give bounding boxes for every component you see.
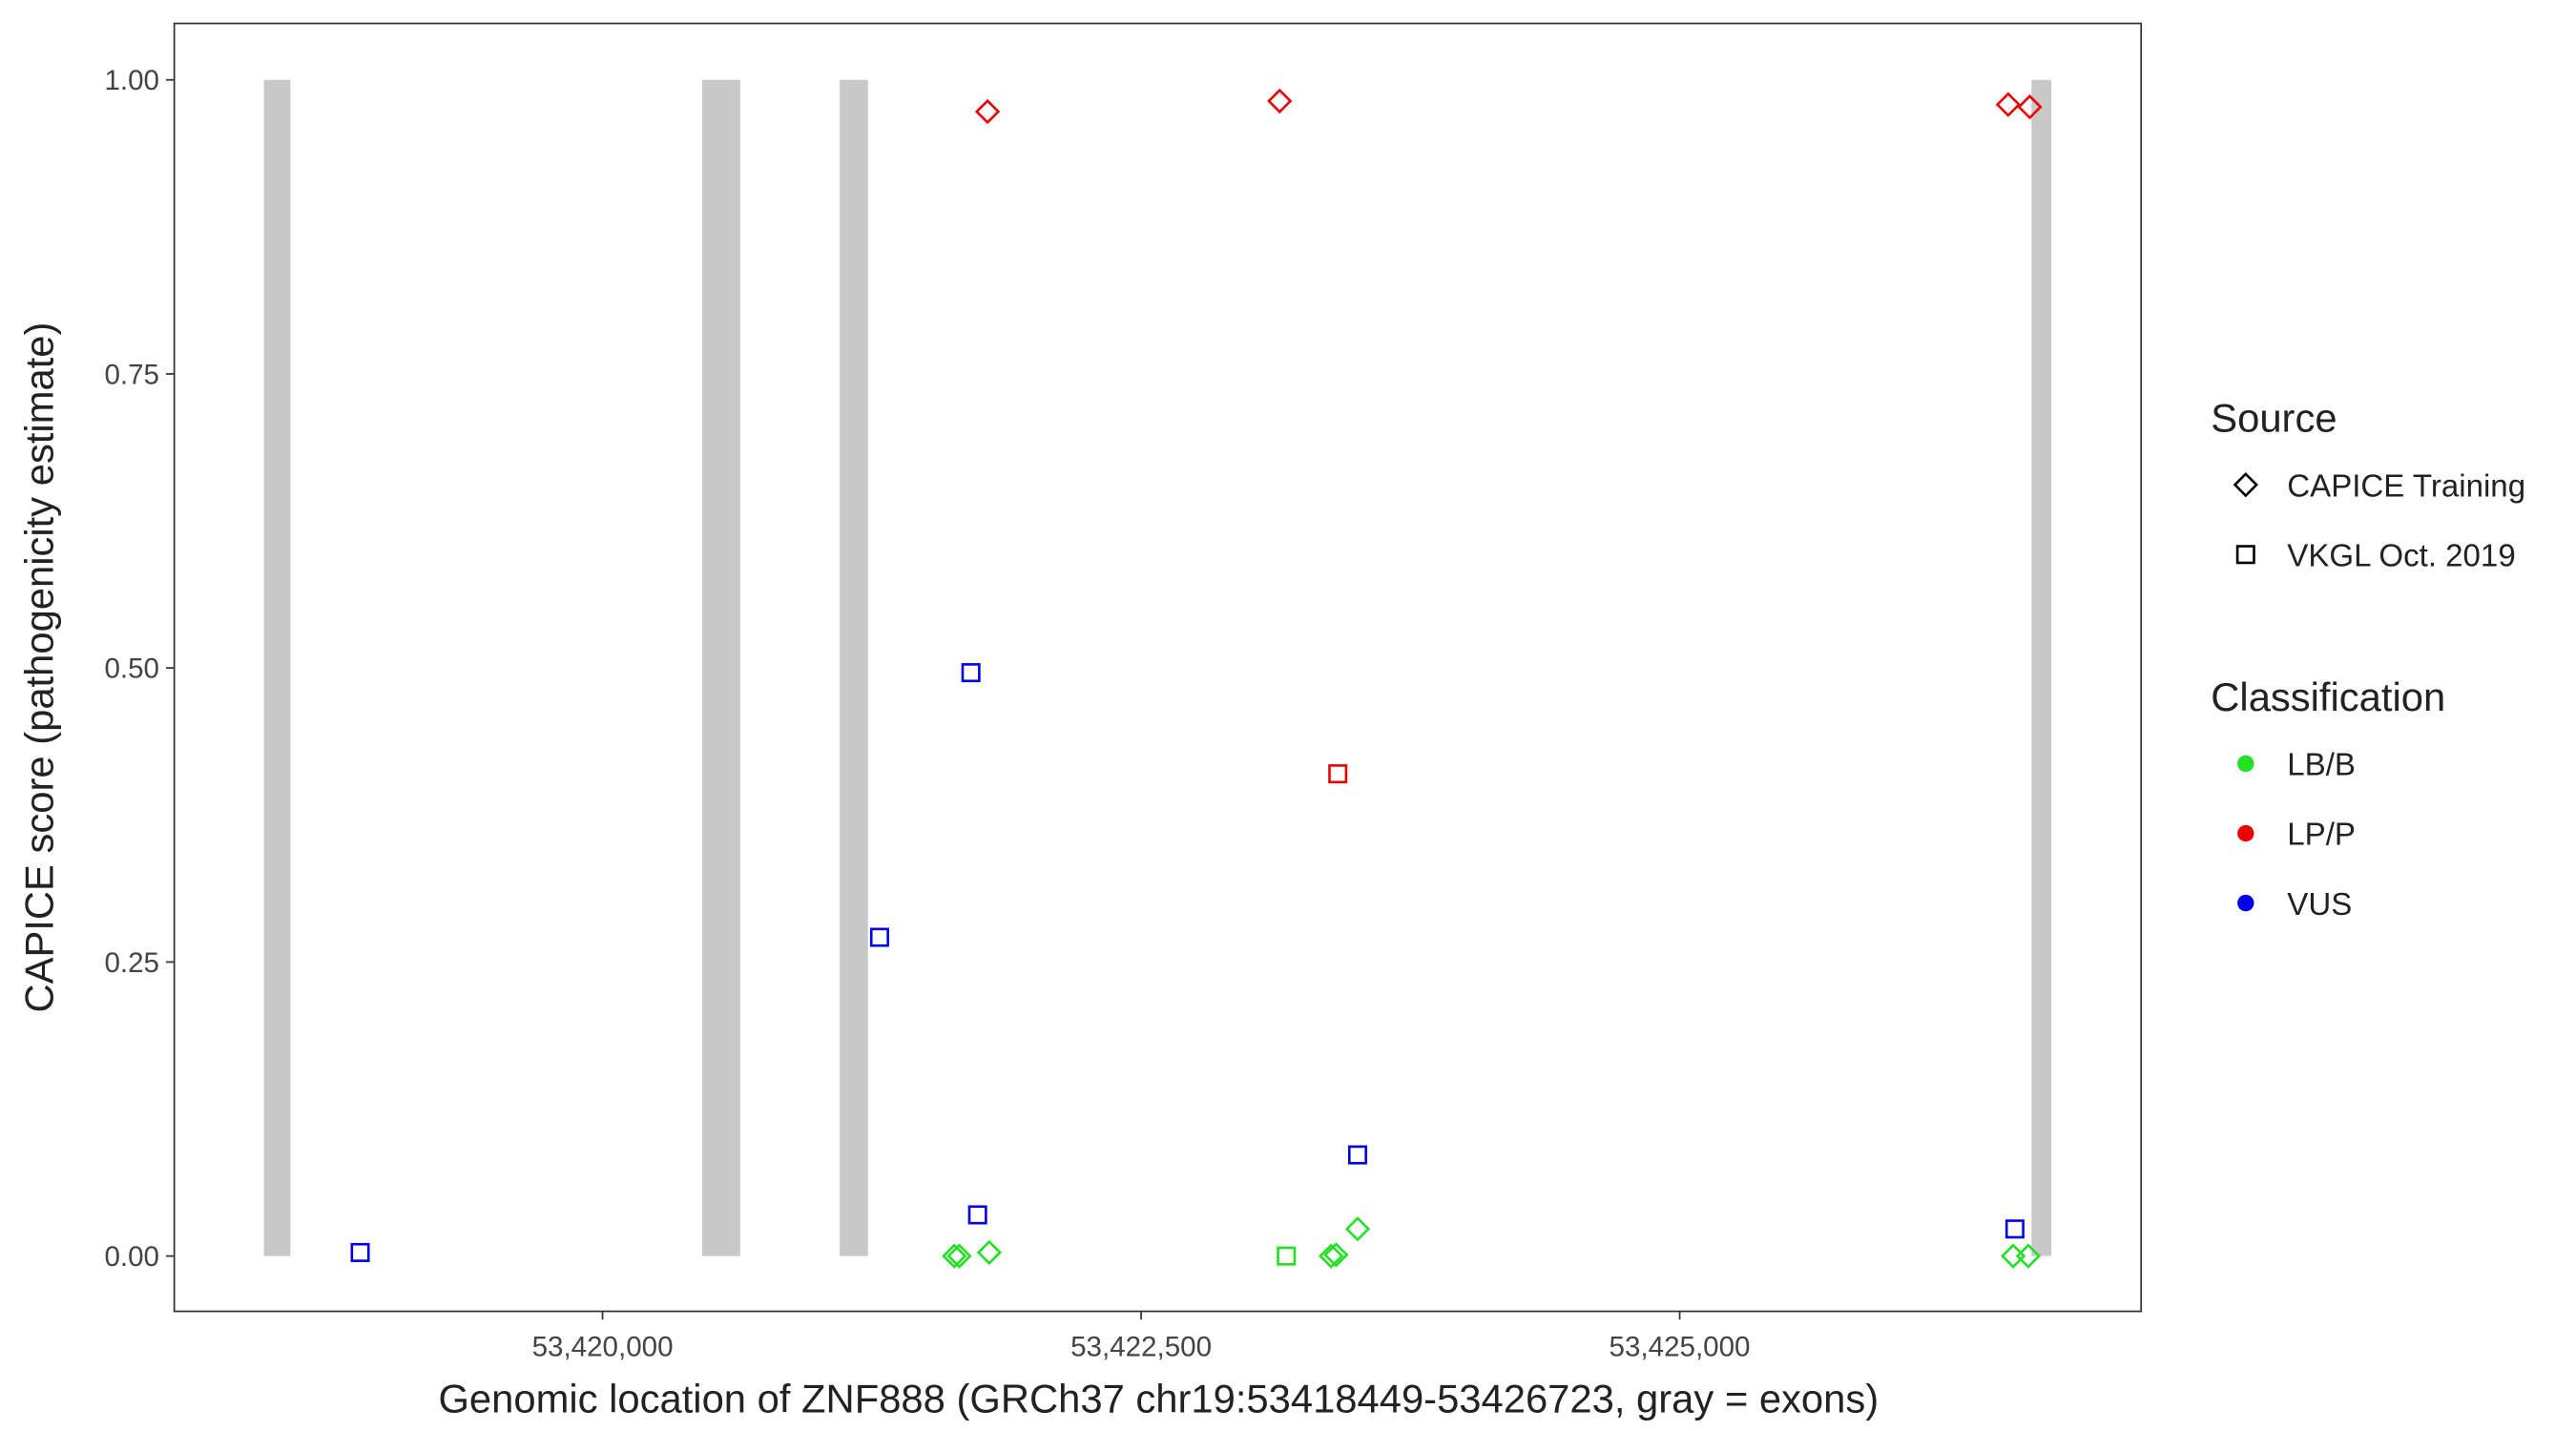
legend-label: VKGL Oct. 2019: [2287, 538, 2515, 573]
legend-key: [2237, 824, 2254, 842]
legend-label: CAPICE Training: [2287, 468, 2525, 504]
point: [2000, 1243, 2026, 1269]
x-tick-label: 53,422,500: [1070, 1332, 1212, 1363]
y-tick-label: 0.25: [104, 947, 159, 979]
point: [350, 1242, 370, 1262]
legend-title: Source: [2211, 396, 2337, 441]
point: [1277, 1246, 1297, 1266]
x-tick-label: 53,425,000: [1610, 1332, 1751, 1363]
point: [976, 1239, 1003, 1266]
point: [1267, 88, 1293, 114]
legend-key: [2235, 545, 2255, 565]
legend-label: LB/B: [2287, 748, 2356, 783]
y-tick-label: 0.75: [104, 359, 159, 390]
y-axis-title: CAPICE score (pathogenicity estimate): [17, 322, 62, 1013]
exon: [2031, 79, 2052, 1256]
point: [1995, 92, 2022, 117]
point: [961, 663, 981, 683]
point: [2017, 93, 2043, 120]
y-tick-label: 0.00: [104, 1241, 159, 1273]
point: [869, 927, 889, 947]
exon: [263, 79, 291, 1256]
plot-frame: [173, 22, 2143, 1313]
point: [942, 1243, 967, 1269]
x-axis-title: Genomic location of ZNF888 (GRCh37 chr19…: [438, 1377, 1879, 1421]
y-tick-label: 1.00: [104, 65, 159, 96]
x-tick-label: 53,420,000: [532, 1332, 674, 1363]
point: [2005, 1219, 2025, 1239]
legend-key: [2237, 894, 2254, 912]
point: [1344, 1216, 1371, 1242]
point: [1328, 764, 1348, 784]
legend-title: Classification: [2211, 674, 2445, 719]
exon: [701, 79, 740, 1256]
legend-label: VUS: [2287, 887, 2352, 923]
legend-key: [2233, 472, 2258, 498]
legend-key: [2237, 755, 2254, 773]
point: [1347, 1145, 1367, 1165]
point: [946, 1243, 972, 1269]
legend-label: LP/P: [2287, 818, 2356, 853]
exon: [840, 79, 868, 1256]
point: [967, 1205, 987, 1225]
point: [1319, 1243, 1344, 1269]
point: [974, 98, 1001, 125]
y-tick-label: 0.50: [104, 653, 159, 685]
point: [1323, 1242, 1349, 1268]
point: [2015, 1243, 2042, 1269]
